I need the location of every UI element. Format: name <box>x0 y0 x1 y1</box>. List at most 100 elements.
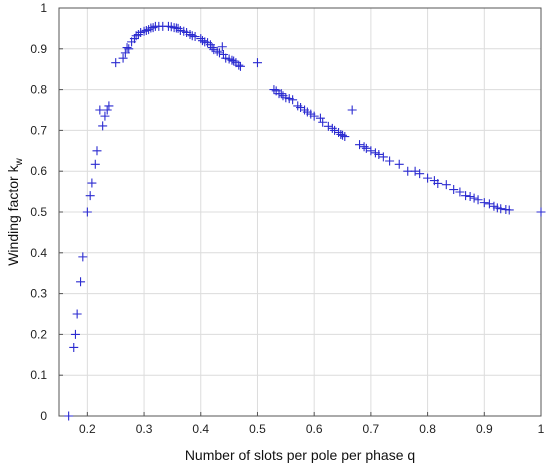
data-point <box>378 152 388 162</box>
data-point <box>252 58 262 68</box>
data-point <box>361 143 371 153</box>
data-point <box>449 185 459 195</box>
x-tick-label: 0.3 <box>136 422 153 436</box>
y-tick-label: 1 <box>40 1 47 15</box>
data-point <box>347 105 357 115</box>
x-tick-label: 1 <box>538 422 545 436</box>
data-point <box>185 30 195 40</box>
data-point <box>410 166 420 176</box>
data-point <box>235 61 245 71</box>
data-point <box>133 30 143 40</box>
data-point <box>330 125 340 135</box>
data-point <box>64 411 74 421</box>
data-point <box>479 198 489 208</box>
data-point <box>340 132 350 142</box>
data-point <box>217 42 227 52</box>
data-point <box>323 121 333 131</box>
data-point <box>207 43 217 53</box>
data-point <box>276 89 286 99</box>
data-point <box>104 101 114 111</box>
grid <box>59 7 542 417</box>
x-tick-label: 0.9 <box>476 422 493 436</box>
data-point <box>144 25 154 35</box>
data-point <box>441 180 451 190</box>
data-point <box>90 159 100 169</box>
x-tick-label: 0.5 <box>249 422 266 436</box>
data-point <box>465 191 475 201</box>
data-point <box>455 187 465 197</box>
y-tick-label: 0 <box>40 409 47 423</box>
x-axis-title: Number of slots per pole per phase q <box>185 447 415 463</box>
data-point <box>131 31 141 41</box>
data-point <box>385 156 395 166</box>
data-point <box>374 149 384 159</box>
data-point <box>269 85 279 95</box>
data-point <box>98 121 108 131</box>
data-point <box>318 117 328 127</box>
data-point <box>214 48 224 58</box>
y-tick-label: 0.8 <box>30 83 47 97</box>
y-tick-label: 0.7 <box>30 123 47 137</box>
x-tick-label: 0.4 <box>192 422 209 436</box>
axis-ticks: 0.2 0.3 0.4 0.5 0.6 0.7 0.8 0.9 1 0 0.1 0.2 0.3 0.4 0.… <box>30 1 544 436</box>
data-point <box>111 58 121 68</box>
data-point <box>76 277 86 287</box>
data-point <box>82 207 92 217</box>
data-point <box>461 191 471 201</box>
data-point <box>327 123 337 133</box>
data-point <box>355 140 365 150</box>
data-point <box>484 199 494 209</box>
data-point <box>190 32 200 42</box>
data-point <box>227 55 237 65</box>
data-point <box>173 23 183 33</box>
data-point <box>415 169 425 179</box>
data-point <box>102 105 112 115</box>
data-point <box>234 60 244 70</box>
data-point <box>118 53 128 63</box>
y-axis-title: Winding factor kw <box>5 157 25 265</box>
data-point <box>70 329 80 339</box>
y-tick-label: 0.3 <box>30 287 47 301</box>
y-tick-label: 0.5 <box>30 205 47 219</box>
y-tick-label: 0.6 <box>30 164 47 178</box>
data-point <box>315 113 325 123</box>
data-point <box>87 178 97 188</box>
data-point <box>229 56 239 66</box>
data-point <box>536 207 546 217</box>
y-tick-label: 0.1 <box>30 368 47 382</box>
data-point <box>148 23 158 33</box>
data-point <box>296 103 306 113</box>
data-point <box>100 111 110 121</box>
data-point <box>336 129 346 139</box>
data-point <box>197 36 207 46</box>
data-point <box>218 50 228 60</box>
data-point <box>78 252 88 262</box>
data-point <box>473 195 483 205</box>
data-point <box>122 43 132 53</box>
data-point <box>496 204 506 214</box>
y-tick-label: 0.9 <box>30 42 47 56</box>
x-tick-label: 0.8 <box>419 422 436 436</box>
data-point <box>423 173 433 183</box>
data-point <box>288 95 298 105</box>
x-tick-label: 0.7 <box>363 422 380 436</box>
data-point <box>394 159 404 169</box>
data-point <box>72 309 82 319</box>
data-point <box>139 26 149 36</box>
data-point <box>212 46 222 56</box>
x-tick-label: 0.6 <box>306 422 323 436</box>
data-point <box>433 178 443 188</box>
data-point <box>469 193 479 203</box>
data-point <box>141 25 151 35</box>
data-point <box>504 205 514 215</box>
data-points <box>64 21 546 421</box>
data-point <box>338 130 348 140</box>
y-axis-title-main: Winding factor k <box>5 164 21 265</box>
data-point <box>366 146 376 156</box>
y-tick-label: 0.2 <box>30 327 47 341</box>
y-axis-title-subscript: w <box>14 157 25 166</box>
data-point <box>309 111 319 121</box>
data-point <box>124 44 134 54</box>
data-point <box>85 191 95 201</box>
data-point <box>359 142 369 152</box>
